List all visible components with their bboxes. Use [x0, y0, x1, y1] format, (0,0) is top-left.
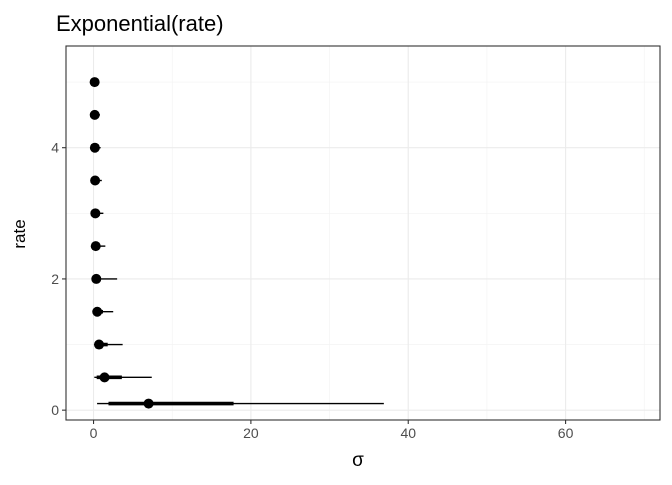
x-axis: 0 20 40 60 — [90, 420, 574, 441]
y-tick-label: 0 — [51, 402, 59, 418]
x-tick-label: 40 — [400, 425, 416, 441]
data-point — [92, 306, 103, 317]
grid-major — [66, 46, 660, 420]
plot-panel — [66, 46, 660, 420]
data-point — [89, 77, 100, 88]
x-tick-label: 60 — [558, 425, 574, 441]
x-tick-label: 20 — [243, 425, 259, 441]
point-layer — [89, 77, 154, 409]
data-point — [90, 241, 101, 252]
data-point — [90, 175, 101, 186]
x-axis-title: σ — [352, 450, 364, 471]
data-point — [99, 372, 110, 383]
data-point — [143, 398, 154, 409]
data-point — [90, 208, 101, 219]
chart-title: Exponential(rate) — [56, 11, 224, 36]
y-axis: 0 2 4 — [51, 140, 66, 418]
data-point — [89, 142, 100, 153]
y-tick-label: 2 — [51, 271, 59, 287]
data-point — [89, 109, 100, 120]
grid-minor — [66, 46, 660, 420]
plot-border — [65, 45, 661, 421]
x-tick-label: 0 — [90, 425, 98, 441]
y-tick-label: 4 — [51, 140, 59, 156]
y-axis-title: rate — [10, 219, 29, 248]
data-point — [94, 339, 105, 350]
data-point — [91, 273, 102, 284]
